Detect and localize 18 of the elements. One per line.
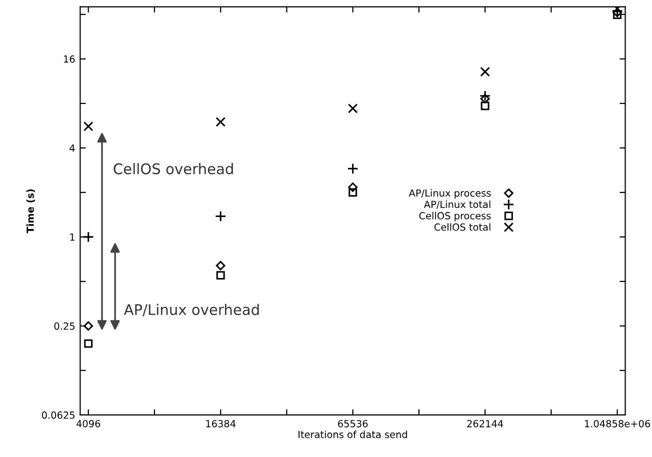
x-tick-label: 262144	[467, 420, 504, 428]
y-tick-label: 16	[64, 55, 75, 63]
annotation: CellOS overhead	[114, 163, 233, 174]
legend-label: CellOS total	[434, 223, 490, 231]
x-tick-label: 65536	[338, 420, 368, 428]
x-axis-title: Iterations of data send	[298, 430, 407, 438]
legend-label: AP/Linux total	[424, 200, 490, 209]
x-tick-label: 1.04858e+06	[585, 420, 650, 428]
annotation: AP/Linux overhead	[124, 304, 259, 316]
y-axis-title: Time (s)	[26, 189, 36, 234]
y-tick-label: 0.0625	[42, 411, 74, 419]
y-tick-label: 0.25	[54, 322, 74, 330]
x-tick-label: 4096	[76, 420, 100, 428]
x-tick-label: 16384	[206, 420, 236, 428]
legend-label: CellOS process	[419, 212, 491, 222]
y-tick-label: 1	[70, 234, 74, 241]
y-tick-label: 4	[70, 144, 75, 152]
legend-label: AP/Linux process	[408, 189, 491, 199]
